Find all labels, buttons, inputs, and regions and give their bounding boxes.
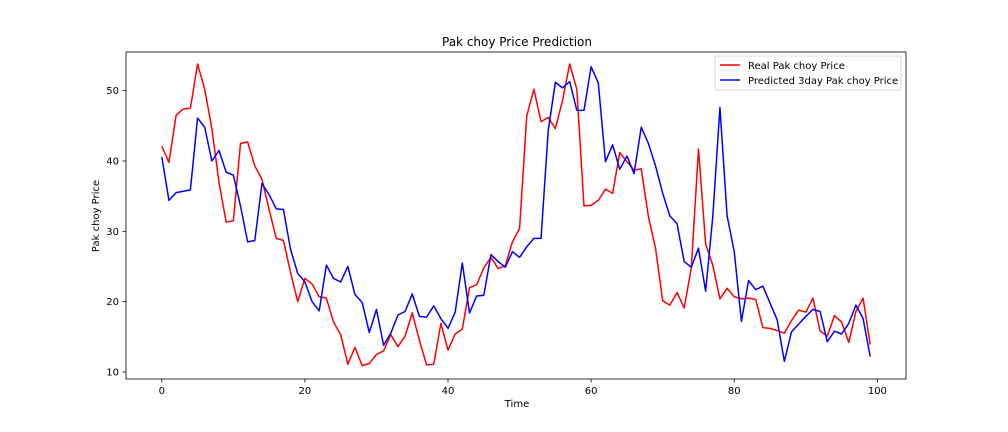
series-line-predicted [161, 66, 871, 363]
x-tick-label: 80 [728, 386, 741, 397]
legend-label-predicted: Predicted 3day Pak choy Price [748, 76, 898, 87]
legend: Real Pak choy Price Predicted 3day Pak c… [714, 55, 902, 91]
y-tick-label: 30 [106, 227, 119, 238]
x-tick-label: 60 [585, 386, 598, 397]
x-tick-label: 100 [868, 386, 887, 397]
y-tick-label: 50 [106, 86, 119, 97]
x-axis-ticks: 0 20 40 60 80 100 [159, 379, 887, 397]
x-axis-label: Time [504, 399, 529, 410]
y-axis-ticks: 10 20 30 40 50 [106, 86, 126, 378]
y-tick-label: 10 [106, 367, 119, 378]
legend-label-real: Real Pak choy Price [748, 61, 845, 72]
legend-box [714, 55, 902, 91]
chart-title: Pak choy Price Prediction [442, 35, 592, 49]
x-tick-label: 40 [442, 386, 455, 397]
plot-lines [161, 63, 871, 367]
x-tick-label: 0 [159, 386, 165, 397]
series-line-real [161, 63, 871, 367]
y-tick-label: 40 [106, 157, 119, 168]
x-tick-label: 20 [299, 386, 312, 397]
y-tick-label: 20 [106, 297, 119, 308]
y-axis-label: Pak choy Price [91, 180, 102, 252]
axes-frame [125, 51, 907, 380]
